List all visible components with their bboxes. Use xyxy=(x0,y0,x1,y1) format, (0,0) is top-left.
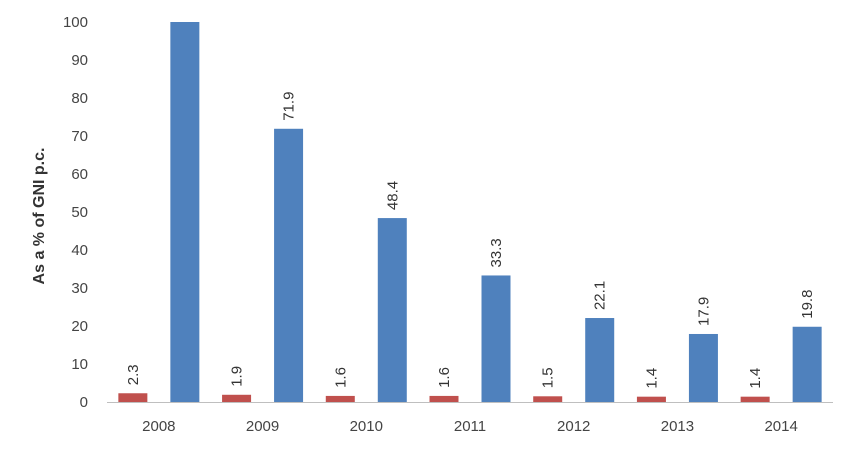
x-axis-ticks: 2008 2009 2010 2011 2012 2013 2014 xyxy=(142,418,798,435)
y-tick-label: 30 xyxy=(71,280,88,297)
x-tick-label: 2013 xyxy=(661,418,694,435)
y-axis-title: As a % of GNI p.c. xyxy=(31,148,48,285)
data-label-series-1-2009: 1.9 xyxy=(229,366,246,387)
data-label-series-2-2011: 33.3 xyxy=(488,238,505,267)
bar-series-1-2009 xyxy=(222,394,252,402)
x-tick-label: 2011 xyxy=(454,418,486,435)
y-tick-label: 20 xyxy=(71,318,88,335)
bar-series-1-2014 xyxy=(740,396,770,402)
data-label-series-1-2008: 2.3 xyxy=(125,364,142,385)
x-tick-label: 2014 xyxy=(764,418,797,435)
bar-series-2-2011 xyxy=(481,275,511,402)
data-label-series-1-2011: 1.6 xyxy=(436,367,453,388)
bar-series-2-2012 xyxy=(585,318,615,402)
bar-series-2-2013 xyxy=(688,333,718,402)
data-label-series-1-2014: 1.4 xyxy=(747,368,764,389)
y-tick-label: 70 xyxy=(71,128,88,145)
data-label-series-2-2014: 19.8 xyxy=(799,290,816,319)
y-axis-ticks: 0 10 20 30 40 50 60 70 80 90 100 xyxy=(63,14,88,411)
y-tick-label: 40 xyxy=(71,242,88,259)
data-label-series-1-2012: 1.5 xyxy=(540,367,557,388)
bar-series-1-2008 xyxy=(118,393,148,402)
data-label-series-1-2010: 1.6 xyxy=(332,367,349,388)
y-tick-label: 90 xyxy=(71,52,88,69)
y-tick-label: 10 xyxy=(71,356,88,373)
data-label-series-2-2012: 22.1 xyxy=(592,281,609,310)
y-tick-label: 80 xyxy=(71,90,88,107)
y-tick-label: 100 xyxy=(63,14,88,31)
bar-series-1-2013 xyxy=(636,396,666,402)
data-label-series-2-2013: 17.9 xyxy=(695,297,712,326)
y-tick-label: 0 xyxy=(80,394,88,411)
x-tick-label: 2009 xyxy=(246,418,279,435)
bar-series-2-2014 xyxy=(792,326,822,402)
bar-series-2-2009 xyxy=(274,128,304,402)
data-label-series-2-2010: 48.4 xyxy=(384,181,401,210)
bar-series-1-2010 xyxy=(325,395,355,402)
data-label-series-1-2013: 1.4 xyxy=(643,368,660,389)
x-tick-label: 2012 xyxy=(557,418,590,435)
data-label-series-2-2009: 71.9 xyxy=(281,92,298,121)
bar-series-1-2011 xyxy=(429,395,459,402)
y-tick-label: 60 xyxy=(71,166,88,183)
x-tick-label: 2008 xyxy=(142,418,175,435)
bars xyxy=(118,22,822,402)
data-labels: 2.3 1.9 71.9 1.6 48.4 1.6 33.3 1.5 22.1 1.4 17.9 1.… xyxy=(125,92,816,389)
x-tick-label: 2010 xyxy=(350,418,383,435)
bar-series-2-2008 xyxy=(170,22,200,402)
bar-series-1-2012 xyxy=(533,396,563,402)
y-tick-label: 50 xyxy=(71,204,88,221)
bar-series-2-2010 xyxy=(377,218,407,402)
